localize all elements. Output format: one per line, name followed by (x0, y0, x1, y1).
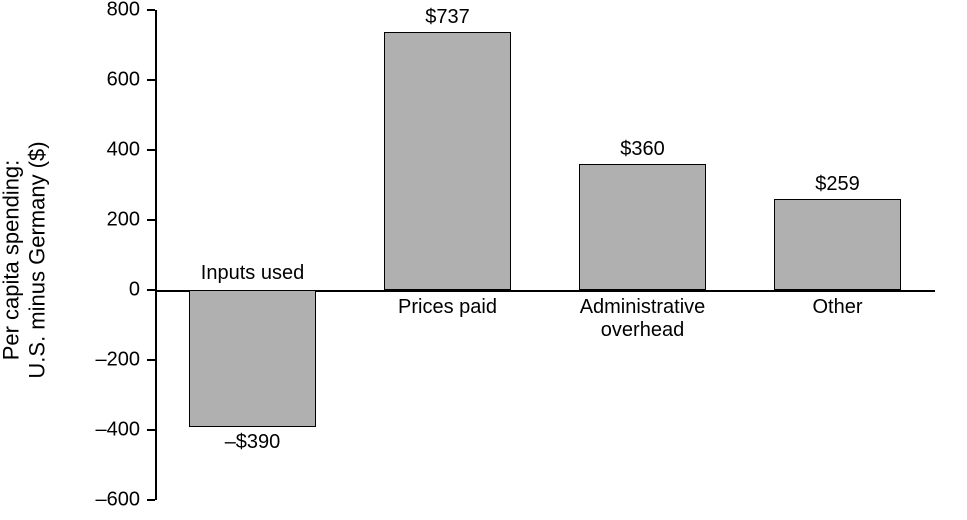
bar-value-label: –$390 (225, 431, 281, 454)
y-tick (147, 289, 155, 291)
bar-value-label: $737 (425, 6, 470, 29)
bar (579, 164, 706, 290)
y-tick-label: 0 (85, 279, 140, 302)
y-tick-label: –200 (85, 349, 140, 372)
y-axis-label-line2: U.S. minus Germany ($) (25, 141, 50, 378)
y-tick-label: 600 (85, 69, 140, 92)
bar-category-label: Prices paid (398, 296, 497, 319)
bar-value-label: $360 (620, 138, 665, 161)
bar-value-label: $259 (815, 173, 860, 196)
y-tick (147, 149, 155, 151)
y-tick (147, 79, 155, 81)
chart-container: Per capita spending: U.S. minus Germany … (60, 10, 950, 510)
bar (384, 32, 511, 290)
y-tick (147, 429, 155, 431)
bar (189, 290, 316, 427)
y-tick (147, 359, 155, 361)
y-tick-label: 400 (85, 139, 140, 162)
y-tick (147, 9, 155, 11)
y-tick-label: 200 (85, 209, 140, 232)
y-tick (147, 499, 155, 501)
y-axis-label: Per capita spending: U.S. minus Germany … (0, 60, 51, 460)
bar (774, 199, 901, 290)
y-tick (147, 219, 155, 221)
y-tick-label: –600 (85, 489, 140, 512)
plot-area: 8006004002000–200–400–600 –$390Inputs us… (155, 10, 935, 500)
bar-category-label: Inputs used (201, 262, 304, 285)
bar-category-label: Other (812, 296, 862, 319)
y-tick-label: 800 (85, 0, 140, 22)
y-tick-label: –400 (85, 419, 140, 442)
y-axis-label-line1: Per capita spending: (0, 160, 24, 361)
bar-category-label: Administrativeoverhead (545, 296, 740, 342)
y-axis-line (155, 10, 157, 500)
